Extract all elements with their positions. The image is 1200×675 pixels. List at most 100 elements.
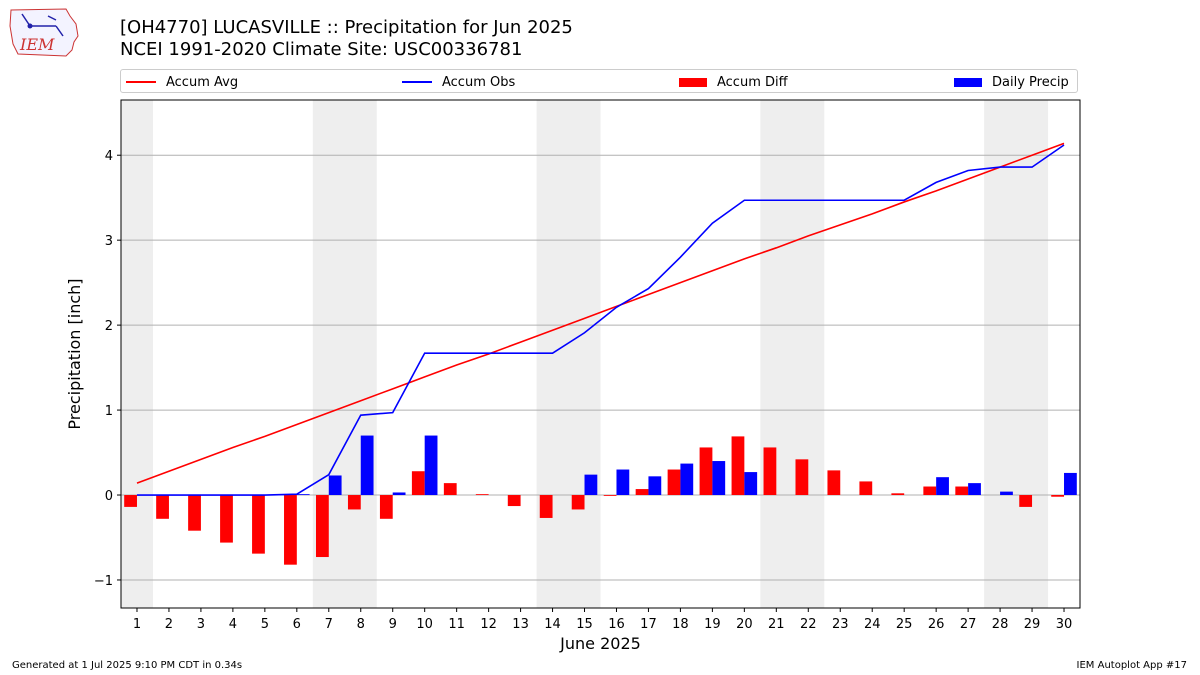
x-tick-label: 13 bbox=[512, 617, 529, 632]
x-tick-label: 10 bbox=[416, 617, 433, 632]
x-tick-label: 6 bbox=[293, 617, 301, 632]
legend-label: Accum Avg bbox=[166, 74, 239, 90]
x-tick-label: 21 bbox=[768, 617, 785, 632]
x-tick-label: 8 bbox=[357, 617, 365, 632]
y-axis-label: Precipitation [inch] bbox=[65, 278, 84, 429]
x-tick-label: 24 bbox=[864, 617, 881, 632]
legend-bar-swatch bbox=[954, 77, 982, 87]
x-tick-label: 14 bbox=[544, 617, 561, 632]
daily-precip-bar bbox=[712, 461, 726, 496]
accum-diff-bar bbox=[315, 495, 329, 558]
accum-diff-bar bbox=[699, 447, 713, 496]
accum-diff-bar bbox=[891, 493, 905, 496]
accum-diff-bar bbox=[475, 494, 489, 496]
chart-subtitle: NCEI 1991-2020 Climate Site: USC00336781 bbox=[120, 39, 523, 60]
weekend-shade bbox=[760, 100, 825, 608]
accum-obs-line bbox=[136, 144, 1065, 496]
accum-diff-bar bbox=[1051, 495, 1065, 497]
y-tick-label: 2 bbox=[105, 319, 113, 334]
weekend-shade bbox=[984, 100, 1049, 608]
lines bbox=[136, 142, 1065, 496]
daily-precip-bar bbox=[616, 469, 630, 496]
x-tick-label: 5 bbox=[261, 617, 269, 632]
x-tick-label: 16 bbox=[608, 617, 625, 632]
plot-frame bbox=[120, 99, 1081, 609]
daily-precip-bar bbox=[1064, 472, 1077, 496]
x-tick-label: 30 bbox=[1056, 617, 1073, 632]
accum-diff-bar bbox=[539, 495, 553, 518]
legend-label: Daily Precip bbox=[992, 74, 1069, 90]
y-axis: −1 0 1 2 3 4 bbox=[94, 149, 121, 589]
x-tick-label: 18 bbox=[672, 617, 689, 632]
daily-precip-bar bbox=[744, 472, 758, 496]
accum-diff-bar bbox=[923, 486, 937, 496]
accum-diff-bar bbox=[284, 495, 297, 565]
daily-precip-bar bbox=[360, 435, 374, 496]
legend-line-swatch bbox=[126, 81, 156, 83]
legend: Accum Avg Accum Obs Accum Diff Daily Pre… bbox=[120, 69, 1078, 93]
accum-diff-bar bbox=[667, 469, 681, 496]
accum-diff-bar bbox=[1019, 495, 1033, 507]
daily-precip-bar bbox=[296, 494, 310, 496]
x-tick-label: 25 bbox=[896, 617, 913, 632]
x-tick-label: 7 bbox=[325, 617, 333, 632]
chart-title: [OH4770] LUCASVILLE :: Precipitation for… bbox=[120, 17, 573, 38]
daily-precip-bar bbox=[680, 463, 694, 496]
x-tick-label: 4 bbox=[229, 617, 237, 632]
accum-diff-bar bbox=[731, 436, 745, 496]
x-tick-label: 23 bbox=[832, 617, 849, 632]
daily-precip-bar bbox=[584, 474, 598, 496]
weekend-shade bbox=[312, 100, 377, 608]
x-tick-label: 20 bbox=[736, 617, 753, 632]
y-tick-label: 4 bbox=[105, 149, 113, 164]
accum-diff-bar bbox=[795, 459, 809, 496]
accum-diff-bar bbox=[411, 471, 425, 496]
x-tick-label: 15 bbox=[576, 617, 593, 632]
legend-item-accum-diff: Accum Diff bbox=[679, 70, 788, 94]
x-tick-label: 2 bbox=[165, 617, 173, 632]
weekend-shade bbox=[536, 100, 601, 608]
y-tick-label: −1 bbox=[94, 574, 113, 589]
daily-precip-bar bbox=[424, 435, 438, 496]
iem-logo: IEM bbox=[9, 8, 79, 57]
x-tick-label: 19 bbox=[704, 617, 721, 632]
x-tick-label: 17 bbox=[640, 617, 657, 632]
accum-diff-bar bbox=[379, 495, 393, 519]
daily-precip-bar bbox=[648, 476, 662, 496]
legend-bar-swatch bbox=[679, 77, 707, 87]
accum-diff-bar bbox=[571, 495, 585, 510]
daily-precip-bar bbox=[1000, 491, 1013, 496]
x-tick-label: 26 bbox=[928, 617, 945, 632]
accum-avg-line bbox=[136, 142, 1065, 484]
x-tick-label: 28 bbox=[992, 617, 1009, 632]
legend-label: Accum Diff bbox=[717, 74, 788, 90]
daily-precip-bar bbox=[392, 492, 406, 496]
accum-diff-bar bbox=[507, 495, 521, 507]
y-tick-label: 0 bbox=[105, 489, 113, 504]
accum-diff-bar bbox=[252, 495, 265, 554]
weather-instrument-icon bbox=[21, 13, 64, 37]
footer-generated: Generated at 1 Jul 2025 9:10 PM CDT in 0… bbox=[12, 660, 243, 671]
footer-app: IEM Autoplot App #17 bbox=[1076, 660, 1187, 671]
legend-item-accum-obs: Accum Obs bbox=[402, 70, 515, 94]
daily-precip-bar bbox=[936, 477, 949, 496]
x-axis: 1 2 3 4 5 6 7 8 9 10 11 12 13 14 15 16 17 18 19 20 21 22 23 24 2… bbox=[133, 608, 1072, 632]
accum-diff-bar bbox=[188, 495, 201, 531]
x-tick-label: 3 bbox=[197, 617, 205, 632]
x-tick-label: 9 bbox=[389, 617, 397, 632]
x-tick-label: 1 bbox=[133, 617, 141, 632]
y-tick-label: 1 bbox=[105, 404, 113, 419]
x-tick-label: 27 bbox=[960, 617, 977, 632]
x-tick-label: 22 bbox=[800, 617, 817, 632]
legend-line-swatch bbox=[402, 81, 432, 83]
logo-text: IEM bbox=[19, 35, 55, 54]
legend-item-daily-precip: Daily Precip bbox=[954, 70, 1069, 94]
accum-diff-bar bbox=[124, 495, 137, 507]
accum-diff-bar bbox=[347, 495, 361, 510]
x-axis-label: June 2025 bbox=[559, 634, 641, 653]
plot-background bbox=[121, 100, 1049, 608]
accum-diff-bar bbox=[220, 495, 233, 543]
daily-precip-bar bbox=[328, 475, 342, 496]
accum-diff-bar bbox=[859, 481, 873, 496]
legend-label: Accum Obs bbox=[442, 74, 516, 90]
